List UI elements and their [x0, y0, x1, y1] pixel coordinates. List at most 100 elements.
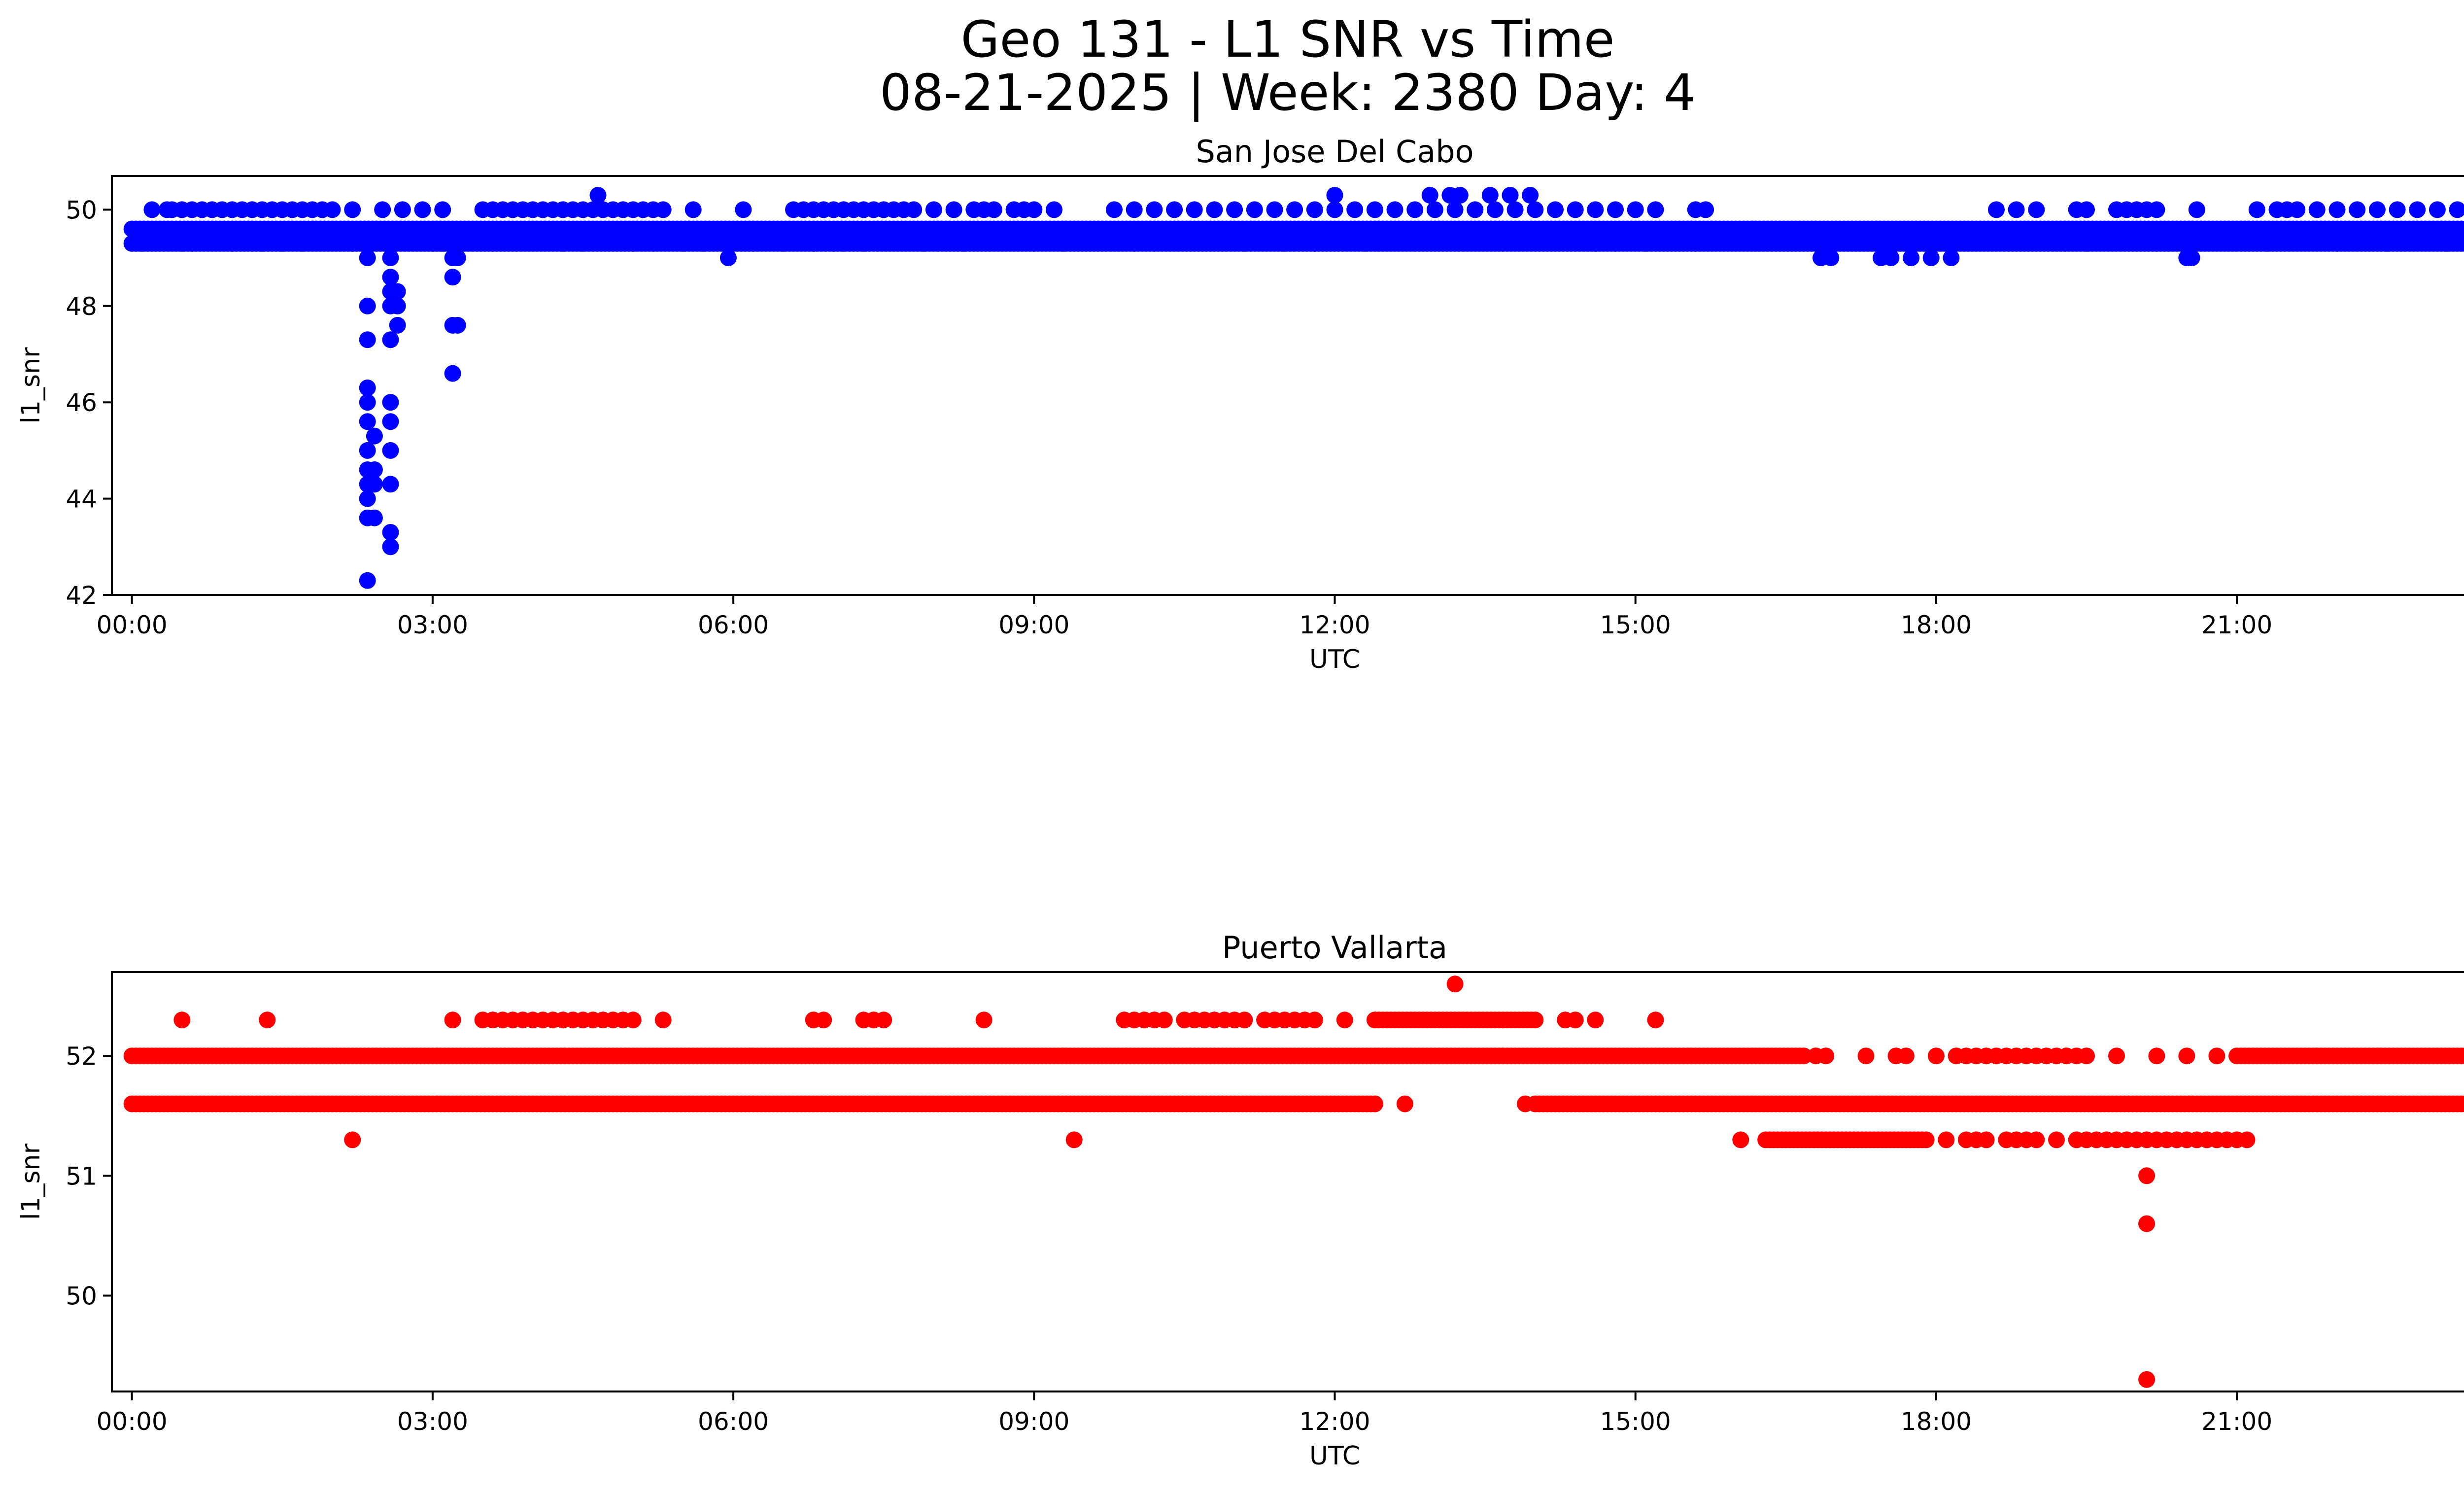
data-point [2289, 201, 2306, 218]
data-point [359, 297, 376, 314]
chart-0-ytick-label: 48 [66, 292, 97, 321]
data-point [1917, 1131, 1935, 1148]
data-point [2138, 1371, 2156, 1388]
data-point [1356, 235, 1373, 252]
data-point [1266, 201, 1283, 218]
data-point [366, 427, 383, 445]
chart-0-xtick-label: 06:00 [698, 611, 769, 639]
data-point [775, 235, 792, 252]
data-point [1897, 1047, 1915, 1065]
data-point [1481, 187, 1499, 204]
data-point [389, 283, 406, 300]
data-point [382, 269, 399, 286]
data-point [389, 316, 406, 334]
data-point [1146, 201, 1163, 218]
data-point [344, 235, 361, 252]
data-point [1276, 235, 1293, 252]
data-point [2188, 201, 2205, 218]
chart-0-points [123, 187, 2464, 589]
chart-1-xtick-label: 21:00 [2201, 1407, 2272, 1436]
data-point [294, 235, 311, 252]
data-point [589, 187, 607, 204]
data-point [1056, 235, 1073, 252]
data-point [2138, 1167, 2156, 1184]
chart-0-ytick-label: 42 [66, 581, 97, 610]
data-point [344, 1131, 361, 1148]
data-point [359, 413, 376, 430]
chart-0-xtick-label: 03:00 [397, 611, 468, 639]
data-point [359, 490, 376, 507]
data-point [1637, 235, 1654, 252]
data-point [684, 201, 702, 218]
data-point [2328, 235, 2346, 252]
chart-0-xlabel: UTC [1309, 645, 1360, 674]
chart-0-ytick-label: 46 [66, 388, 97, 417]
chart-1-ylabel: l1_snr [16, 1143, 46, 1220]
data-point [1451, 187, 1469, 204]
data-point [2461, 1097, 2464, 1111]
chart-1-xtick-label: 00:00 [97, 1407, 168, 1436]
chart-0-xtick-label: 15:00 [1600, 611, 1671, 639]
data-point [1502, 187, 1519, 204]
data-point [1326, 201, 1343, 218]
data-point [1306, 1011, 1323, 1029]
data-point [1922, 249, 1940, 267]
data-point [1386, 201, 1403, 218]
data-point [183, 235, 201, 252]
data-point [2328, 201, 2346, 218]
data-point [1587, 201, 1604, 218]
data-point [444, 269, 461, 286]
data-point [1166, 201, 1183, 218]
data-point [735, 201, 752, 218]
data-point [1446, 975, 1464, 993]
data-point [366, 461, 383, 478]
data-point [2178, 1047, 2195, 1065]
data-point [2461, 222, 2464, 236]
data-point [374, 201, 391, 218]
data-point [2308, 201, 2326, 218]
figure-title-line-1: Geo 131 - L1 SNR vs Time [960, 10, 1615, 69]
data-point [434, 201, 451, 218]
chart-1-xtick-label: 06:00 [698, 1407, 769, 1436]
data-point [815, 1011, 832, 1029]
data-point [1522, 187, 1539, 204]
data-point [985, 201, 1002, 218]
data-point [1126, 201, 1143, 218]
data-point [254, 235, 271, 252]
chart-1-xtick-label: 12:00 [1299, 1407, 1370, 1436]
data-point [624, 1011, 642, 1029]
data-point [2248, 201, 2265, 218]
data-point [1306, 235, 1323, 252]
data-point [2429, 201, 2446, 218]
data-point [2368, 201, 2386, 218]
data-point [359, 331, 376, 348]
chart-1-ytick-label: 51 [66, 1162, 97, 1190]
chart-1-xtick-label: 15:00 [1600, 1407, 1671, 1436]
data-point [1517, 1095, 1534, 1113]
data-point [1978, 1131, 1995, 1148]
data-point [1486, 201, 1504, 218]
data-point [366, 476, 383, 493]
data-point [1567, 1011, 1584, 1029]
data-point [382, 538, 399, 556]
data-point [654, 1011, 672, 1029]
data-point [1827, 235, 1845, 252]
data-point [2078, 1047, 2095, 1065]
data-point [745, 235, 762, 252]
data-point [1186, 201, 1203, 218]
data-point [2409, 201, 2426, 218]
data-point [134, 235, 150, 252]
data-point [444, 365, 461, 382]
data-point [624, 235, 642, 252]
chart-0-title: San Jose Del Cabo [1196, 134, 1473, 170]
data-point [875, 1011, 892, 1029]
data-point [382, 413, 399, 430]
chart-1-xtick-label: 18:00 [1901, 1407, 1972, 1436]
data-point [1026, 201, 1043, 218]
data-point [1396, 1095, 1413, 1113]
data-point [2028, 1131, 2045, 1148]
chart-1-xtick-label: 09:00 [998, 1407, 1069, 1436]
data-point [1336, 1011, 1353, 1029]
data-point [1903, 249, 1920, 267]
data-point [1547, 201, 1564, 218]
